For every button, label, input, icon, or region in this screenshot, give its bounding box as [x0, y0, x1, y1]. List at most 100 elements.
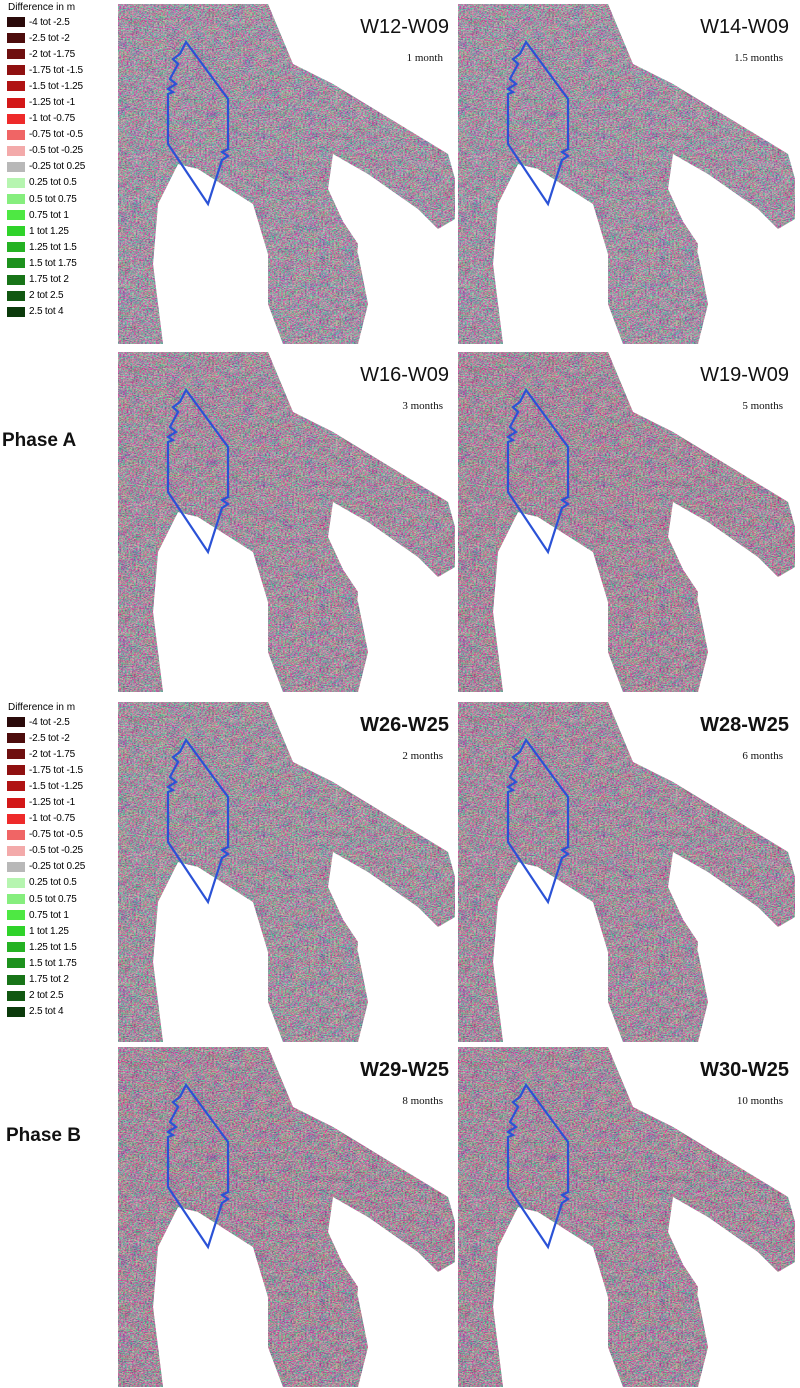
legend-swatch — [6, 193, 26, 206]
legend-label: 0.25 tot 0.5 — [29, 177, 77, 189]
legend-item: -0.75 tot -0.5 — [6, 827, 116, 843]
legend-swatch — [6, 925, 26, 938]
difference-map — [118, 702, 455, 1042]
legend-swatch — [6, 764, 26, 777]
difference-map-panel: W26-W25 2 months — [118, 702, 455, 1042]
legend-item: -0.25 tot 0.25 — [6, 159, 116, 175]
comparison-code: W30-W25 — [700, 1059, 789, 1081]
difference-map — [458, 702, 795, 1042]
legend-label: -1.25 tot -1 — [29, 97, 75, 109]
legend-rows: -4 tot -2.5 -2.5 tot -2 -2 tot -1.75 -1.75 … — [6, 714, 116, 1020]
legend-swatch — [6, 64, 26, 77]
legend-item: 1.5 tot 1.75 — [6, 255, 116, 271]
legend-item: 1.5 tot 1.75 — [6, 955, 116, 971]
legend-label: 1.5 tot 1.75 — [29, 957, 77, 969]
legend-item: 2.5 tot 4 — [6, 304, 116, 320]
legend-item: -1.75 tot -1.5 — [6, 762, 116, 778]
legend-label: -1.75 tot -1.5 — [29, 764, 83, 776]
legend-item: -1.25 tot -1 — [6, 94, 116, 110]
legend-swatch — [6, 828, 26, 841]
difference-map — [118, 4, 455, 344]
legend-item: -2.5 tot -2 — [6, 30, 116, 46]
legend-item: -4 tot -2.5 — [6, 714, 116, 730]
legend-label: -0.75 tot -0.5 — [29, 829, 83, 841]
legend-swatch — [6, 160, 26, 173]
comparison-code: W26-W25 — [360, 714, 449, 736]
legend-item: -1.75 tot -1.5 — [6, 62, 116, 78]
legend-item: 0.75 tot 1 — [6, 207, 116, 223]
study-area-outline — [505, 737, 570, 905]
legend-swatch — [6, 48, 26, 61]
legend-title: Difference in m — [8, 2, 76, 13]
study-area-outline — [505, 387, 570, 555]
legend-swatch — [6, 32, 26, 45]
legend-item: -2 tot -1.75 — [6, 746, 116, 762]
duration-label: 3 months — [402, 400, 443, 412]
difference-map-panel: W12-W09 1 month — [118, 4, 455, 344]
legend-item: -0.5 tot -0.25 — [6, 143, 116, 159]
comparison-code: W29-W25 — [360, 1059, 449, 1081]
duration-label: 8 months — [402, 1095, 443, 1107]
comparison-code: W19-W09 — [700, 364, 789, 386]
legend-swatch — [6, 796, 26, 809]
legend-label: -2 tot -1.75 — [29, 748, 75, 760]
legend-label: -0.25 tot 0.25 — [29, 161, 86, 173]
legend-label: -2 tot -1.75 — [29, 48, 75, 60]
legend-item: -1 tot -0.75 — [6, 111, 116, 127]
legend-label: -0.5 tot -0.25 — [29, 145, 83, 157]
difference-map — [458, 4, 795, 344]
legend-swatch — [6, 257, 26, 270]
legend-label: 2.5 tot 4 — [29, 1006, 64, 1018]
legend-label: 0.5 tot 0.75 — [29, 893, 77, 905]
duration-label: 2 months — [402, 750, 443, 762]
legend-swatch — [6, 860, 26, 873]
legend-swatch — [6, 973, 26, 986]
legend-bottom: Difference in m -4 tot -2.5 -2.5 tot -2 -2… — [6, 702, 116, 1020]
duration-label: 1 month — [406, 52, 443, 64]
duration-label: 10 months — [736, 1095, 783, 1107]
legend-label: -4 tot -2.5 — [29, 16, 70, 28]
legend-item: 2 tot 2.5 — [6, 988, 116, 1004]
legend-swatch — [6, 780, 26, 793]
legend-swatch — [6, 716, 26, 729]
legend-swatch — [6, 112, 26, 125]
difference-map-panel: W30-W25 10 months — [458, 1047, 795, 1387]
legend-item: -2 tot -1.75 — [6, 46, 116, 62]
legend-swatch — [6, 128, 26, 141]
legend-top: Difference in m -4 tot -2.5 -2.5 tot -2 -2… — [6, 2, 116, 320]
legend-swatch — [6, 989, 26, 1002]
legend-title: Difference in m — [8, 702, 76, 713]
legend-label: -4 tot -2.5 — [29, 716, 70, 728]
difference-map — [458, 352, 795, 692]
legend-rows: -4 tot -2.5 -2.5 tot -2 -2 tot -1.75 -1.75 … — [6, 14, 116, 320]
difference-map-panel: W19-W09 5 months — [458, 352, 795, 692]
study-area-outline — [165, 387, 230, 555]
legend-label: -1.25 tot -1 — [29, 797, 75, 809]
legend-swatch — [6, 144, 26, 157]
legend-label: 1.25 tot 1.5 — [29, 941, 77, 953]
difference-map — [118, 352, 455, 692]
legend-label: -1.75 tot -1.5 — [29, 64, 83, 76]
legend-label: 1.75 tot 2 — [29, 974, 69, 986]
legend-item: -1.5 tot -1.25 — [6, 778, 116, 794]
legend-swatch — [6, 1005, 26, 1018]
study-area-outline — [165, 737, 230, 905]
comparison-code: W14-W09 — [700, 16, 789, 38]
legend-label: 0.75 tot 1 — [29, 909, 69, 921]
comparison-code: W12-W09 — [360, 16, 449, 38]
legend-label: 1 tot 1.25 — [29, 225, 69, 237]
difference-map-panel: W28-W25 6 months — [458, 702, 795, 1042]
legend-label: 2 tot 2.5 — [29, 290, 64, 302]
legend-label: 0.25 tot 0.5 — [29, 877, 77, 889]
phase-a-label: Phase A — [2, 430, 77, 451]
difference-map-panel: W16-W09 3 months — [118, 352, 455, 692]
difference-map — [458, 1047, 795, 1387]
legend-label: 2 tot 2.5 — [29, 990, 64, 1002]
legend-label: -1.5 tot -1.25 — [29, 780, 83, 792]
legend-swatch — [6, 909, 26, 922]
legend-label: -2.5 tot -2 — [29, 732, 70, 744]
legend-label: -1 tot -0.75 — [29, 113, 75, 125]
legend-swatch — [6, 957, 26, 970]
difference-map-panel: W14-W09 1.5 months — [458, 4, 795, 344]
legend-item: 1.25 tot 1.5 — [6, 239, 116, 255]
